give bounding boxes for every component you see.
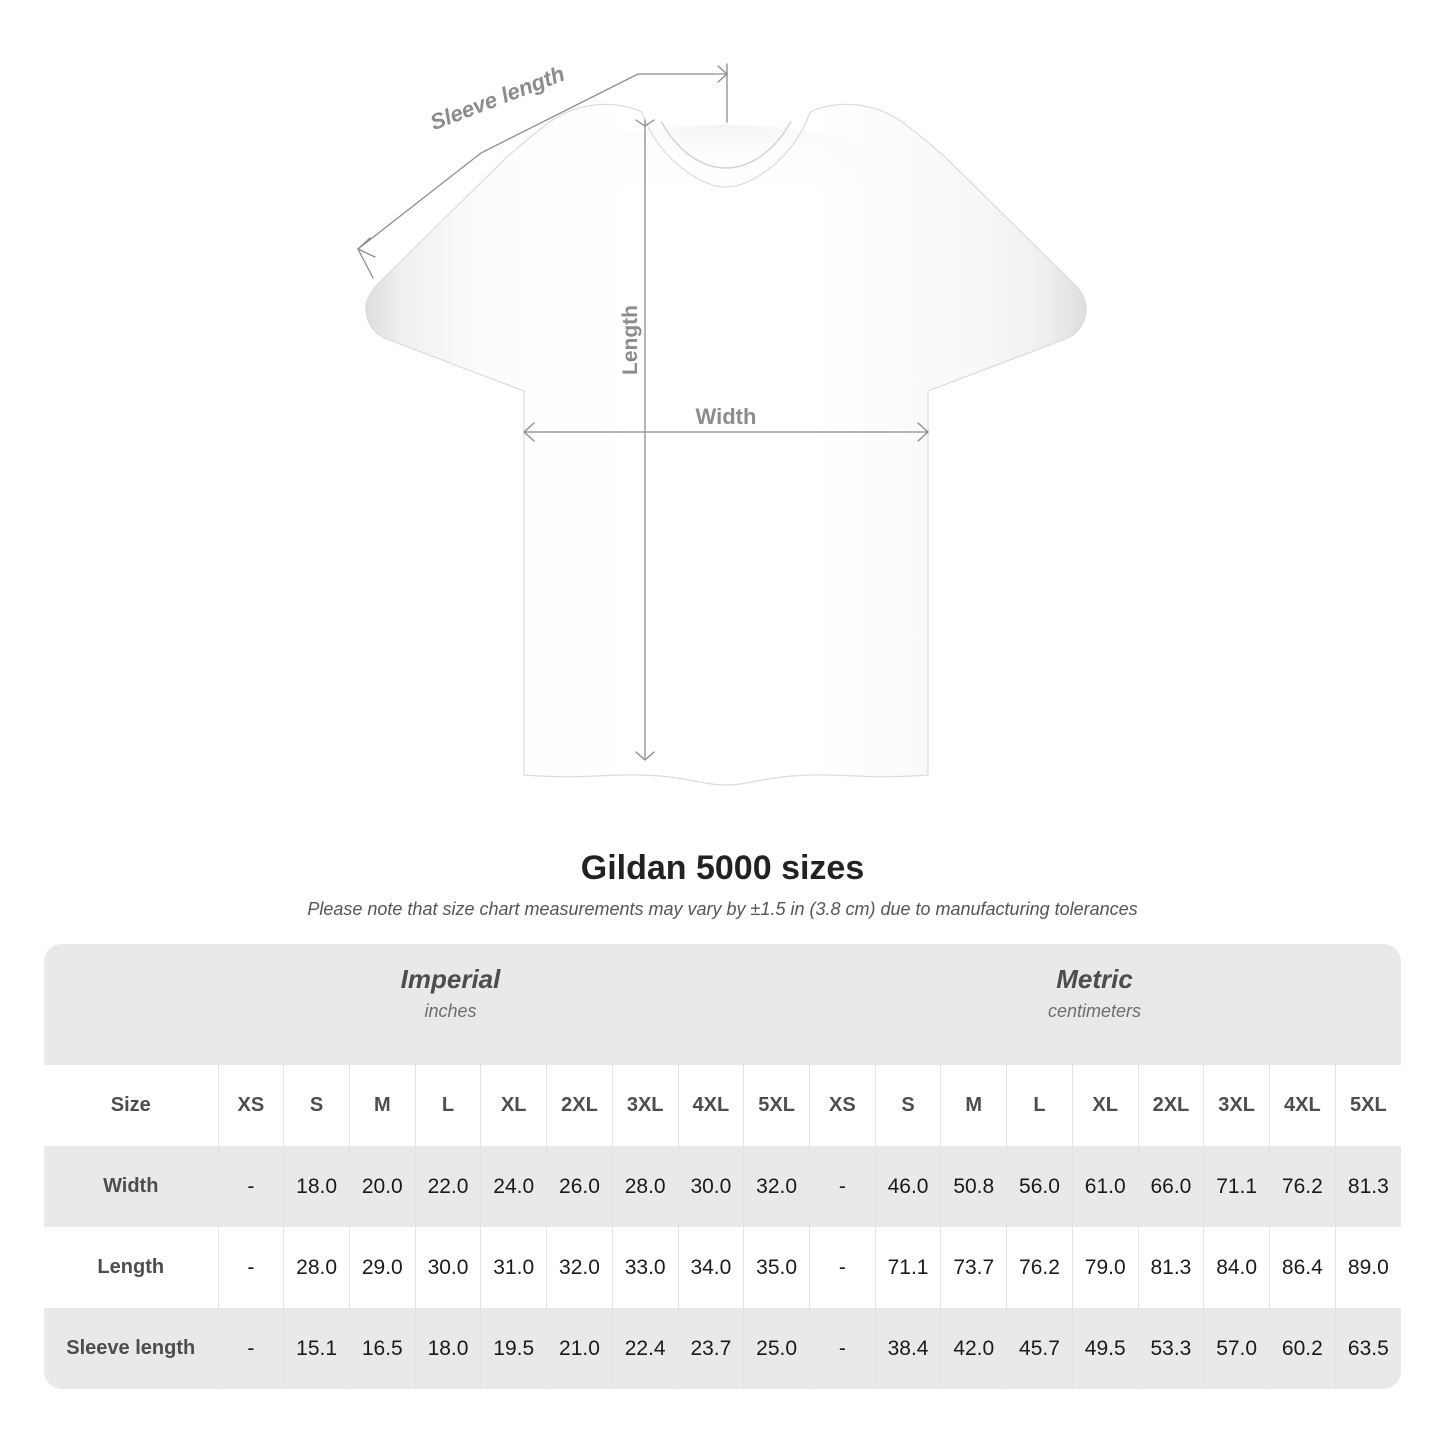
- svg-text:Length: Length: [619, 305, 642, 375]
- svg-text:Width: Width: [696, 404, 757, 429]
